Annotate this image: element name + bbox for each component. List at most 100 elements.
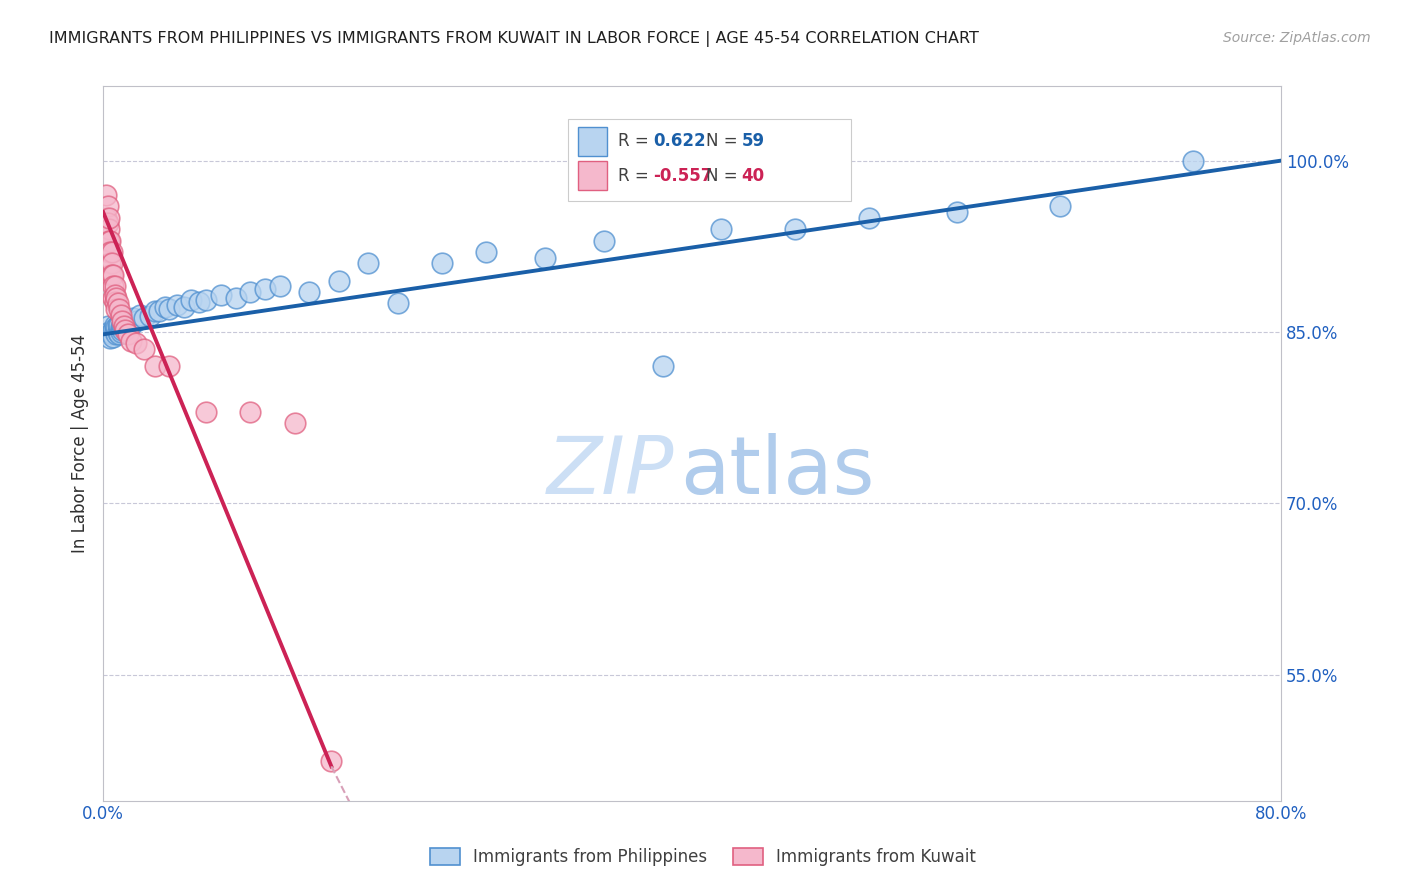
Point [94,188,117,202]
Point [105,291,128,305]
Text: R =: R = [617,132,654,151]
Point [115,320,138,334]
Point [124,336,146,351]
Point [111,318,134,333]
Point [209,288,232,302]
Point [120,318,142,333]
Point [110,325,132,339]
Point [134,311,156,326]
Point [298,285,321,299]
Point [100,245,122,260]
Point [357,256,380,270]
Point [108,302,131,317]
Point [98,211,121,225]
Point [96,319,118,334]
Text: atlas: atlas [681,433,875,511]
Text: R =: R = [617,167,654,185]
Point [103,329,125,343]
Point [108,327,131,342]
Point [107,318,129,333]
Text: Source: ZipAtlas.com: Source: ZipAtlas.com [1223,31,1371,45]
Point [173,300,195,314]
Point [129,308,152,322]
Point [105,320,128,334]
Point [103,268,125,282]
Point [387,296,409,310]
Point [946,205,969,219]
Text: 59: 59 [741,132,765,151]
Point [153,300,176,314]
Point [103,279,125,293]
Text: ZIP: ZIP [547,433,675,511]
Point [269,279,291,293]
Point [112,319,135,334]
Point [114,323,136,337]
Point [157,359,180,374]
Text: N =: N = [706,167,742,185]
FancyBboxPatch shape [568,119,851,201]
Point [104,318,127,333]
Point [139,309,162,323]
Point [239,285,262,299]
Point [100,331,122,345]
Point [110,320,132,334]
Point [114,316,136,330]
Point [101,327,124,342]
Point [101,245,124,260]
Point [98,325,121,339]
Point [107,296,129,310]
Point [98,222,121,236]
Point [143,304,166,318]
Point [100,268,122,282]
Text: -0.557: -0.557 [654,167,713,185]
Point [124,313,146,327]
Point [103,291,125,305]
Point [195,405,218,419]
Point [101,256,124,270]
Point [134,342,156,356]
Point [101,325,124,339]
Point [651,359,673,374]
Point [105,302,128,317]
Point [283,417,305,431]
Point [112,320,135,334]
Point [533,251,555,265]
Text: N =: N = [706,132,742,151]
Point [105,327,128,342]
Point [858,211,880,225]
FancyBboxPatch shape [578,161,607,190]
Point [187,295,209,310]
Point [104,288,127,302]
Y-axis label: In Labor Force | Age 45-54: In Labor Force | Age 45-54 [72,334,89,553]
Point [254,282,277,296]
Point [104,323,127,337]
Point [475,245,498,260]
Point [180,293,202,307]
Point [104,279,127,293]
Point [1049,199,1071,213]
Point [117,316,139,330]
Point [148,304,170,318]
Point [111,323,134,337]
Point [1181,153,1204,168]
Point [100,234,122,248]
Point [143,359,166,374]
Text: IMMIGRANTS FROM PHILIPPINES VS IMMIGRANTS FROM KUWAIT IN LABOR FORCE | AGE 45-54: IMMIGRANTS FROM PHILIPPINES VS IMMIGRANT… [49,31,979,47]
Point [107,325,129,339]
Point [321,754,343,768]
FancyBboxPatch shape [578,127,607,155]
Point [592,234,614,248]
Point [225,291,247,305]
Text: 40: 40 [741,167,765,185]
Point [111,313,134,327]
Point [166,298,188,312]
Point [430,256,453,270]
Point [117,327,139,342]
Point [94,211,117,225]
Text: 0.622: 0.622 [654,132,706,151]
Point [96,217,118,231]
Point [120,334,142,349]
Point [110,308,132,322]
Point [101,268,124,282]
Point [98,234,121,248]
